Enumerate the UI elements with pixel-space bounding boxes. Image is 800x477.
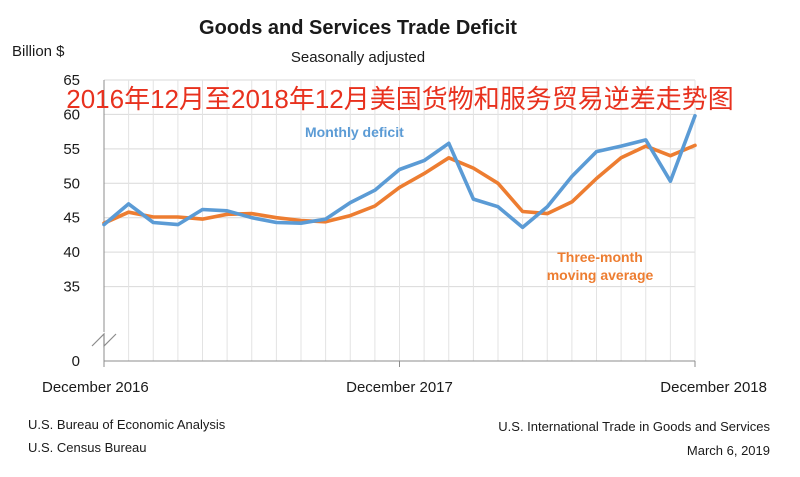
x-tick-label: December 2016 <box>42 379 149 396</box>
x-tick-label: December 2018 <box>660 379 767 396</box>
y-tick-label: 60 <box>63 106 80 123</box>
axis-break-marker <box>91 332 117 348</box>
series-label-moving-average-line1: Three-month <box>557 249 643 265</box>
series-line-moving-average <box>102 143 697 225</box>
release-title: U.S. International Trade in Goods and Se… <box>498 419 770 434</box>
x-tick-labels: December 2016 December 2017 December 2018 <box>42 361 767 396</box>
series-label-moving-average-line2: moving average <box>547 267 654 283</box>
overlay-caption: 2016年12月至2018年12月美国货物和服务贸易逆差走势图 <box>66 84 734 114</box>
y-axis-label: Billion $ <box>12 43 65 60</box>
source-line-bea: U.S. Bureau of Economic Analysis <box>28 417 226 432</box>
series-label-monthly-deficit: Monthly deficit <box>305 124 404 140</box>
release-date: March 6, 2019 <box>687 443 770 458</box>
x-tick-label: December 2017 <box>346 379 453 396</box>
y-tick-label: 45 <box>63 210 80 227</box>
chart-title: Goods and Services Trade Deficit <box>199 17 517 39</box>
y-tick-labels: 65 60 55 50 45 40 35 0 <box>63 72 80 370</box>
series-line-monthly-deficit <box>102 114 697 230</box>
gridlines <box>103 79 696 361</box>
y-tick-label: 50 <box>63 175 80 192</box>
y-tick-label: 40 <box>63 244 80 261</box>
y-tick-label: 0 <box>72 353 80 370</box>
chart-subtitle: Seasonally adjusted <box>291 49 425 66</box>
axes <box>86 80 695 362</box>
y-tick-label: 35 <box>63 279 80 296</box>
source-line-census: U.S. Census Bureau <box>28 440 147 455</box>
series-lines <box>102 114 697 230</box>
y-tick-label: 55 <box>63 141 80 158</box>
y-tick-label: 65 <box>63 72 80 89</box>
